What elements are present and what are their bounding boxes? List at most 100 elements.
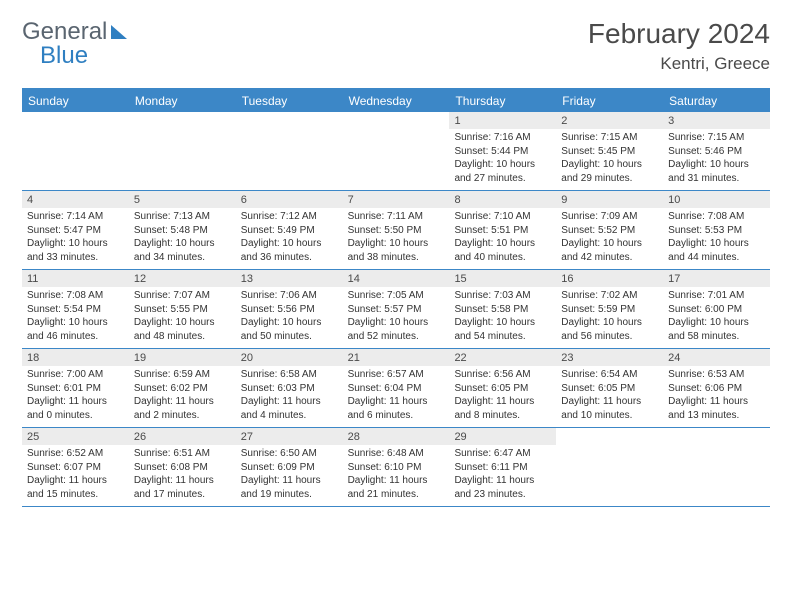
sunrise-text: Sunrise: 7:08 AM xyxy=(668,210,765,224)
sunrise-text: Sunrise: 7:16 AM xyxy=(454,131,551,145)
day-cell: 29Sunrise: 6:47 AMSunset: 6:11 PMDayligh… xyxy=(449,428,556,506)
sunrise-text: Sunrise: 7:01 AM xyxy=(668,289,765,303)
day-cell: 7Sunrise: 7:11 AMSunset: 5:50 PMDaylight… xyxy=(343,191,450,269)
dow-tuesday: Tuesday xyxy=(236,90,343,112)
day-cell: 23Sunrise: 6:54 AMSunset: 6:05 PMDayligh… xyxy=(556,349,663,427)
day-details: Sunrise: 6:48 AMSunset: 6:10 PMDaylight:… xyxy=(343,445,450,505)
daylight-text: Daylight: 10 hours and 42 minutes. xyxy=(561,237,658,264)
daylight-text: Daylight: 11 hours and 17 minutes. xyxy=(134,474,231,501)
day-number: 15 xyxy=(449,270,556,287)
sunset-text: Sunset: 6:11 PM xyxy=(454,461,551,475)
sunset-text: Sunset: 5:50 PM xyxy=(348,224,445,238)
day-number: 6 xyxy=(236,191,343,208)
week-row: 11Sunrise: 7:08 AMSunset: 5:54 PMDayligh… xyxy=(22,270,770,349)
sunrise-text: Sunrise: 7:03 AM xyxy=(454,289,551,303)
location-label: Kentri, Greece xyxy=(588,54,770,74)
sunset-text: Sunset: 5:54 PM xyxy=(27,303,124,317)
day-cell: 11Sunrise: 7:08 AMSunset: 5:54 PMDayligh… xyxy=(22,270,129,348)
day-details: Sunrise: 6:59 AMSunset: 6:02 PMDaylight:… xyxy=(129,366,236,426)
day-cell: 2Sunrise: 7:15 AMSunset: 5:45 PMDaylight… xyxy=(556,112,663,190)
sunrise-text: Sunrise: 7:08 AM xyxy=(27,289,124,303)
daylight-text: Daylight: 10 hours and 50 minutes. xyxy=(241,316,338,343)
dow-wednesday: Wednesday xyxy=(343,90,450,112)
daylight-text: Daylight: 11 hours and 8 minutes. xyxy=(454,395,551,422)
daylight-text: Daylight: 11 hours and 0 minutes. xyxy=(27,395,124,422)
day-number: 23 xyxy=(556,349,663,366)
sunrise-text: Sunrise: 6:48 AM xyxy=(348,447,445,461)
day-details: Sunrise: 6:56 AMSunset: 6:05 PMDaylight:… xyxy=(449,366,556,426)
sunset-text: Sunset: 6:09 PM xyxy=(241,461,338,475)
sunrise-text: Sunrise: 7:15 AM xyxy=(561,131,658,145)
sunset-text: Sunset: 6:08 PM xyxy=(134,461,231,475)
sunset-text: Sunset: 5:56 PM xyxy=(241,303,338,317)
day-cell: 1Sunrise: 7:16 AMSunset: 5:44 PMDaylight… xyxy=(449,112,556,190)
day-number: 26 xyxy=(129,428,236,445)
sunset-text: Sunset: 6:00 PM xyxy=(668,303,765,317)
daylight-text: Daylight: 10 hours and 46 minutes. xyxy=(27,316,124,343)
daylight-text: Daylight: 11 hours and 10 minutes. xyxy=(561,395,658,422)
day-cell: 13Sunrise: 7:06 AMSunset: 5:56 PMDayligh… xyxy=(236,270,343,348)
week-row: 25Sunrise: 6:52 AMSunset: 6:07 PMDayligh… xyxy=(22,428,770,507)
sunset-text: Sunset: 6:02 PM xyxy=(134,382,231,396)
day-number xyxy=(22,112,129,129)
sunrise-text: Sunrise: 6:58 AM xyxy=(241,368,338,382)
day-cell: 17Sunrise: 7:01 AMSunset: 6:00 PMDayligh… xyxy=(663,270,770,348)
day-number: 2 xyxy=(556,112,663,129)
dow-monday: Monday xyxy=(129,90,236,112)
daylight-text: Daylight: 10 hours and 48 minutes. xyxy=(134,316,231,343)
sunrise-text: Sunrise: 7:14 AM xyxy=(27,210,124,224)
daylight-text: Daylight: 10 hours and 52 minutes. xyxy=(348,316,445,343)
daylight-text: Daylight: 11 hours and 2 minutes. xyxy=(134,395,231,422)
day-cell: 28Sunrise: 6:48 AMSunset: 6:10 PMDayligh… xyxy=(343,428,450,506)
sunrise-text: Sunrise: 6:50 AM xyxy=(241,447,338,461)
sunset-text: Sunset: 5:59 PM xyxy=(561,303,658,317)
daylight-text: Daylight: 10 hours and 56 minutes. xyxy=(561,316,658,343)
sunset-text: Sunset: 6:06 PM xyxy=(668,382,765,396)
day-details: Sunrise: 7:03 AMSunset: 5:58 PMDaylight:… xyxy=(449,287,556,347)
day-number: 12 xyxy=(129,270,236,287)
dow-thursday: Thursday xyxy=(449,90,556,112)
day-number: 18 xyxy=(22,349,129,366)
day-details: Sunrise: 6:58 AMSunset: 6:03 PMDaylight:… xyxy=(236,366,343,426)
daylight-text: Daylight: 11 hours and 19 minutes. xyxy=(241,474,338,501)
day-number: 5 xyxy=(129,191,236,208)
day-details: Sunrise: 6:52 AMSunset: 6:07 PMDaylight:… xyxy=(22,445,129,505)
day-cell xyxy=(129,112,236,190)
week-row: 4Sunrise: 7:14 AMSunset: 5:47 PMDaylight… xyxy=(22,191,770,270)
day-number: 29 xyxy=(449,428,556,445)
day-number: 1 xyxy=(449,112,556,129)
day-cell: 3Sunrise: 7:15 AMSunset: 5:46 PMDaylight… xyxy=(663,112,770,190)
sunset-text: Sunset: 6:10 PM xyxy=(348,461,445,475)
day-details: Sunrise: 7:08 AMSunset: 5:54 PMDaylight:… xyxy=(22,287,129,347)
day-number: 21 xyxy=(343,349,450,366)
day-number: 22 xyxy=(449,349,556,366)
brand-part2: Blue xyxy=(40,42,88,70)
day-cell: 16Sunrise: 7:02 AMSunset: 5:59 PMDayligh… xyxy=(556,270,663,348)
day-cell: 19Sunrise: 6:59 AMSunset: 6:02 PMDayligh… xyxy=(129,349,236,427)
day-details: Sunrise: 7:11 AMSunset: 5:50 PMDaylight:… xyxy=(343,208,450,268)
day-number: 11 xyxy=(22,270,129,287)
sunset-text: Sunset: 5:53 PM xyxy=(668,224,765,238)
day-cell xyxy=(663,428,770,506)
day-details: Sunrise: 7:05 AMSunset: 5:57 PMDaylight:… xyxy=(343,287,450,347)
sunset-text: Sunset: 5:51 PM xyxy=(454,224,551,238)
header: General February 2024 Kentri, Greece xyxy=(22,18,770,74)
daylight-text: Daylight: 11 hours and 21 minutes. xyxy=(348,474,445,501)
daylight-text: Daylight: 10 hours and 44 minutes. xyxy=(668,237,765,264)
day-number xyxy=(343,112,450,129)
day-details: Sunrise: 6:53 AMSunset: 6:06 PMDaylight:… xyxy=(663,366,770,426)
day-number: 28 xyxy=(343,428,450,445)
day-cell: 14Sunrise: 7:05 AMSunset: 5:57 PMDayligh… xyxy=(343,270,450,348)
daylight-text: Daylight: 11 hours and 4 minutes. xyxy=(241,395,338,422)
day-number: 20 xyxy=(236,349,343,366)
day-details: Sunrise: 6:57 AMSunset: 6:04 PMDaylight:… xyxy=(343,366,450,426)
day-details: Sunrise: 7:07 AMSunset: 5:55 PMDaylight:… xyxy=(129,287,236,347)
daylight-text: Daylight: 10 hours and 33 minutes. xyxy=(27,237,124,264)
sunset-text: Sunset: 5:55 PM xyxy=(134,303,231,317)
sunset-text: Sunset: 5:45 PM xyxy=(561,145,658,159)
week-row: 1Sunrise: 7:16 AMSunset: 5:44 PMDaylight… xyxy=(22,112,770,191)
day-number: 24 xyxy=(663,349,770,366)
day-cell: 24Sunrise: 6:53 AMSunset: 6:06 PMDayligh… xyxy=(663,349,770,427)
daylight-text: Daylight: 11 hours and 15 minutes. xyxy=(27,474,124,501)
sunset-text: Sunset: 6:05 PM xyxy=(454,382,551,396)
